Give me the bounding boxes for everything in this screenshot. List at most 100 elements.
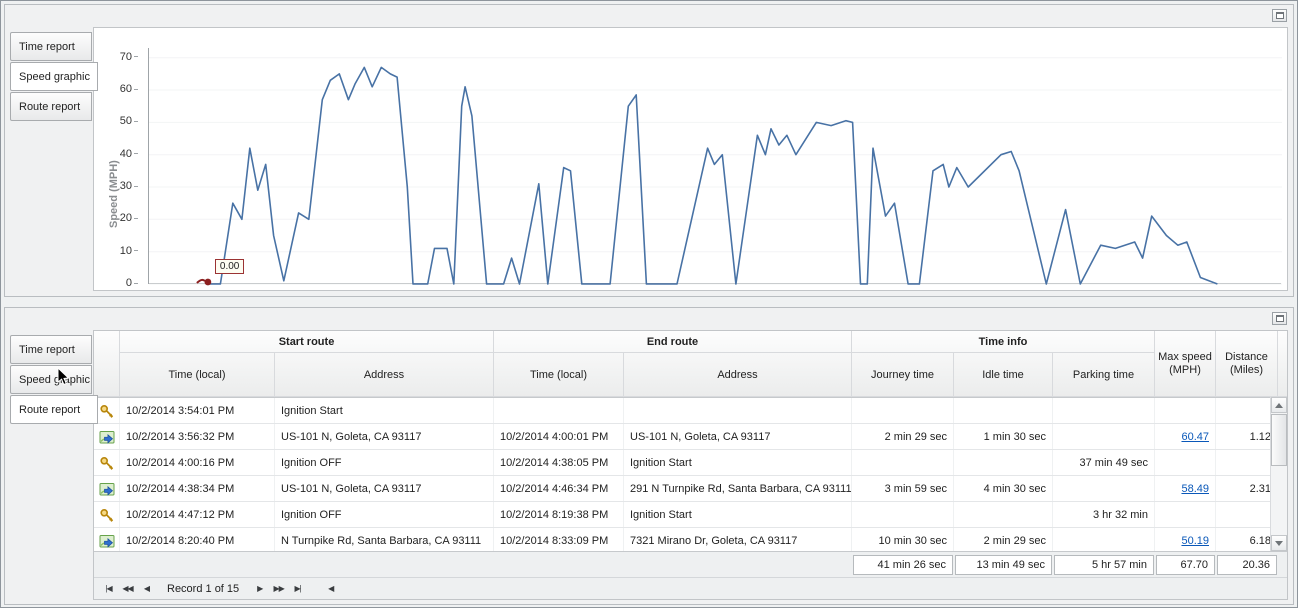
parking-time-cell xyxy=(1053,528,1155,551)
distance-cell: 6.18 xyxy=(1216,528,1278,551)
y-axis-tick-label: 30 xyxy=(106,180,138,192)
table-row[interactable]: 10/2/2014 3:56:32 PM US-101 N, Goleta, C… xyxy=(94,424,1278,450)
header-filler xyxy=(1278,331,1287,397)
row-icon-cell xyxy=(94,450,120,475)
bottom-tab-time-report[interactable]: Time report xyxy=(10,335,92,364)
idle-time-cell xyxy=(954,450,1053,475)
table-row[interactable]: 10/2/2014 8:20:40 PM N Turnpike Rd, Sant… xyxy=(94,528,1278,551)
end-address-cell: Ignition Start xyxy=(624,502,852,527)
pager-prev-button[interactable]: ◀ xyxy=(143,584,150,593)
end-time-cell xyxy=(494,398,624,423)
y-axis-tick-label: 40 xyxy=(106,148,138,160)
record-navigator: |◀ ◀◀ ◀ Record 1 of 15 ▶ ▶▶ ▶| ◀ xyxy=(94,577,1287,599)
pager-next-button[interactable]: ▶ xyxy=(257,584,263,593)
start-time-cell: 10/2/2014 3:56:32 PM xyxy=(120,424,275,449)
route-icon xyxy=(99,533,115,549)
speed-series-line xyxy=(207,66,1218,285)
row-icon-cell xyxy=(94,424,120,449)
header-idle-time[interactable]: Idle time xyxy=(954,353,1053,397)
bottom-tab-strip: Time report Speed graphic Route report xyxy=(10,335,102,425)
distance-cell: 2.31 xyxy=(1216,476,1278,501)
end-address-cell: 7321 Mirano Dr, Goleta, CA 93117 xyxy=(624,528,852,551)
trip-start-marker xyxy=(204,278,212,286)
parking-time-cell xyxy=(1053,476,1155,501)
header-journey-time[interactable]: Journey time xyxy=(852,353,954,397)
header-start-route: Start route xyxy=(120,331,494,353)
header-icon-column xyxy=(94,331,120,397)
header-start-address[interactable]: Address xyxy=(275,353,494,397)
end-time-cell: 10/2/2014 4:00:01 PM xyxy=(494,424,624,449)
scrollbar-thumb[interactable] xyxy=(1271,414,1287,466)
header-end-address[interactable]: Address xyxy=(624,353,852,397)
pager-first-button[interactable]: |◀ xyxy=(105,584,112,593)
max-speed-cell: 50.19 xyxy=(1155,528,1216,551)
end-address-cell: 291 N Turnpike Rd, Santa Barbara, CA 931… xyxy=(624,476,852,501)
journey-time-cell xyxy=(852,398,954,423)
header-distance-line1: Distance xyxy=(1225,350,1268,363)
top-tab-time-report[interactable]: Time report xyxy=(10,32,92,61)
collapse-icon xyxy=(1275,12,1284,19)
trip-start-tail xyxy=(196,278,206,284)
key-icon xyxy=(99,455,115,471)
summary-distance: 20.36 xyxy=(1217,554,1277,575)
bottom-tab-speed-graphic[interactable]: Speed graphic xyxy=(10,365,92,394)
speed-chart-container: Speed (MPH) 0 10 20 30 40 50 60 70 0.00 xyxy=(93,27,1288,291)
end-address-cell: Ignition Start xyxy=(624,450,852,475)
scroll-up-button[interactable] xyxy=(1271,397,1287,413)
speed-line-chart xyxy=(149,57,1282,286)
panel-collapse-button[interactable] xyxy=(1272,9,1287,22)
end-address-cell xyxy=(624,398,852,423)
max-speed-link[interactable]: 50.19 xyxy=(1181,534,1209,547)
summary-idle-time: 13 min 49 sec xyxy=(955,554,1052,575)
table-row[interactable]: 10/2/2014 3:54:01 PM Ignition Start xyxy=(94,398,1278,424)
y-axis-tick-label: 50 xyxy=(106,115,138,127)
start-address-cell: Ignition OFF xyxy=(275,502,494,527)
table-row[interactable]: 10/2/2014 4:00:16 PM Ignition OFF 10/2/2… xyxy=(94,450,1278,476)
collapse-icon xyxy=(1275,315,1284,322)
y-axis-tick-label: 20 xyxy=(106,212,138,224)
route-report-panel: Time report Speed graphic Route report S… xyxy=(4,307,1294,605)
table-row[interactable]: 10/2/2014 4:47:12 PM Ignition OFF 10/2/2… xyxy=(94,502,1278,528)
max-speed-link[interactable]: 60.47 xyxy=(1181,430,1209,443)
table-row[interactable]: 10/2/2014 4:38:34 PM US-101 N, Goleta, C… xyxy=(94,476,1278,502)
panel-collapse-button[interactable] xyxy=(1272,312,1287,325)
header-max-speed-line2: (MPH) xyxy=(1169,363,1201,376)
journey-time-cell: 3 min 59 sec xyxy=(852,476,954,501)
key-icon xyxy=(99,507,115,523)
start-time-cell: 10/2/2014 4:00:16 PM xyxy=(120,450,275,475)
speed-graphic-panel: Time report Speed graphic Route report S… xyxy=(4,4,1294,297)
route-icon xyxy=(99,481,115,497)
start-time-cell: 10/2/2014 8:20:40 PM xyxy=(120,528,275,551)
table-vertical-scrollbar[interactable] xyxy=(1270,397,1287,551)
start-address-cell: Ignition Start xyxy=(275,398,494,423)
max-speed-link[interactable]: 58.49 xyxy=(1181,482,1209,495)
header-distance-line2: (Miles) xyxy=(1230,363,1263,376)
route-icon xyxy=(99,429,115,445)
chart-plot-area: 0.00 xyxy=(148,48,1282,286)
row-icon-cell xyxy=(94,528,120,551)
header-max-speed[interactable]: Max speed (MPH) xyxy=(1155,331,1216,397)
max-speed-cell xyxy=(1155,398,1216,423)
distance-cell xyxy=(1216,502,1278,527)
header-end-time[interactable]: Time (local) xyxy=(494,353,624,397)
start-time-cell: 10/2/2014 3:54:01 PM xyxy=(120,398,275,423)
summary-row: 41 min 26 sec 13 min 49 sec 5 hr 57 min … xyxy=(94,551,1287,577)
journey-time-cell xyxy=(852,502,954,527)
header-distance[interactable]: Distance (Miles) xyxy=(1216,331,1278,397)
pager-next-page-button[interactable]: ▶▶ xyxy=(273,584,285,593)
scroll-down-button[interactable] xyxy=(1271,535,1287,551)
top-tab-route-report[interactable]: Route report xyxy=(10,92,92,121)
distance-cell xyxy=(1216,398,1278,423)
summary-journey-time: 41 min 26 sec xyxy=(853,554,953,575)
header-start-time[interactable]: Time (local) xyxy=(120,353,275,397)
pager-prev-page-button[interactable]: ◀◀ xyxy=(122,584,133,593)
y-axis-tick-label: 0 xyxy=(106,277,138,289)
idle-time-cell: 1 min 30 sec xyxy=(954,424,1053,449)
header-parking-time[interactable]: Parking time xyxy=(1053,353,1155,397)
pager-last-button[interactable]: ▶| xyxy=(294,584,302,593)
bottom-tab-route-report[interactable]: Route report xyxy=(10,395,98,424)
pager-scroll-left-button[interactable]: ◀ xyxy=(328,584,334,593)
top-tab-speed-graphic[interactable]: Speed graphic xyxy=(10,62,98,91)
grid-header: Start route End route Time info Max spee… xyxy=(94,331,1287,398)
header-end-route: End route xyxy=(494,331,852,353)
